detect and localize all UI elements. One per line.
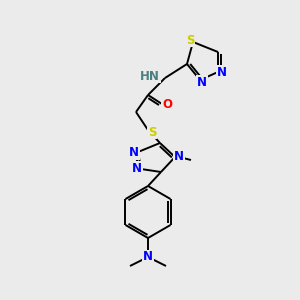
Text: S: S bbox=[148, 125, 156, 139]
Text: N: N bbox=[217, 65, 227, 79]
Text: N: N bbox=[132, 161, 142, 175]
Text: O: O bbox=[162, 98, 172, 110]
Text: N: N bbox=[129, 146, 139, 160]
Text: N: N bbox=[174, 149, 184, 163]
Text: N: N bbox=[143, 250, 153, 263]
Text: N: N bbox=[197, 76, 207, 88]
Text: HN: HN bbox=[140, 70, 160, 83]
Text: S: S bbox=[186, 34, 194, 46]
